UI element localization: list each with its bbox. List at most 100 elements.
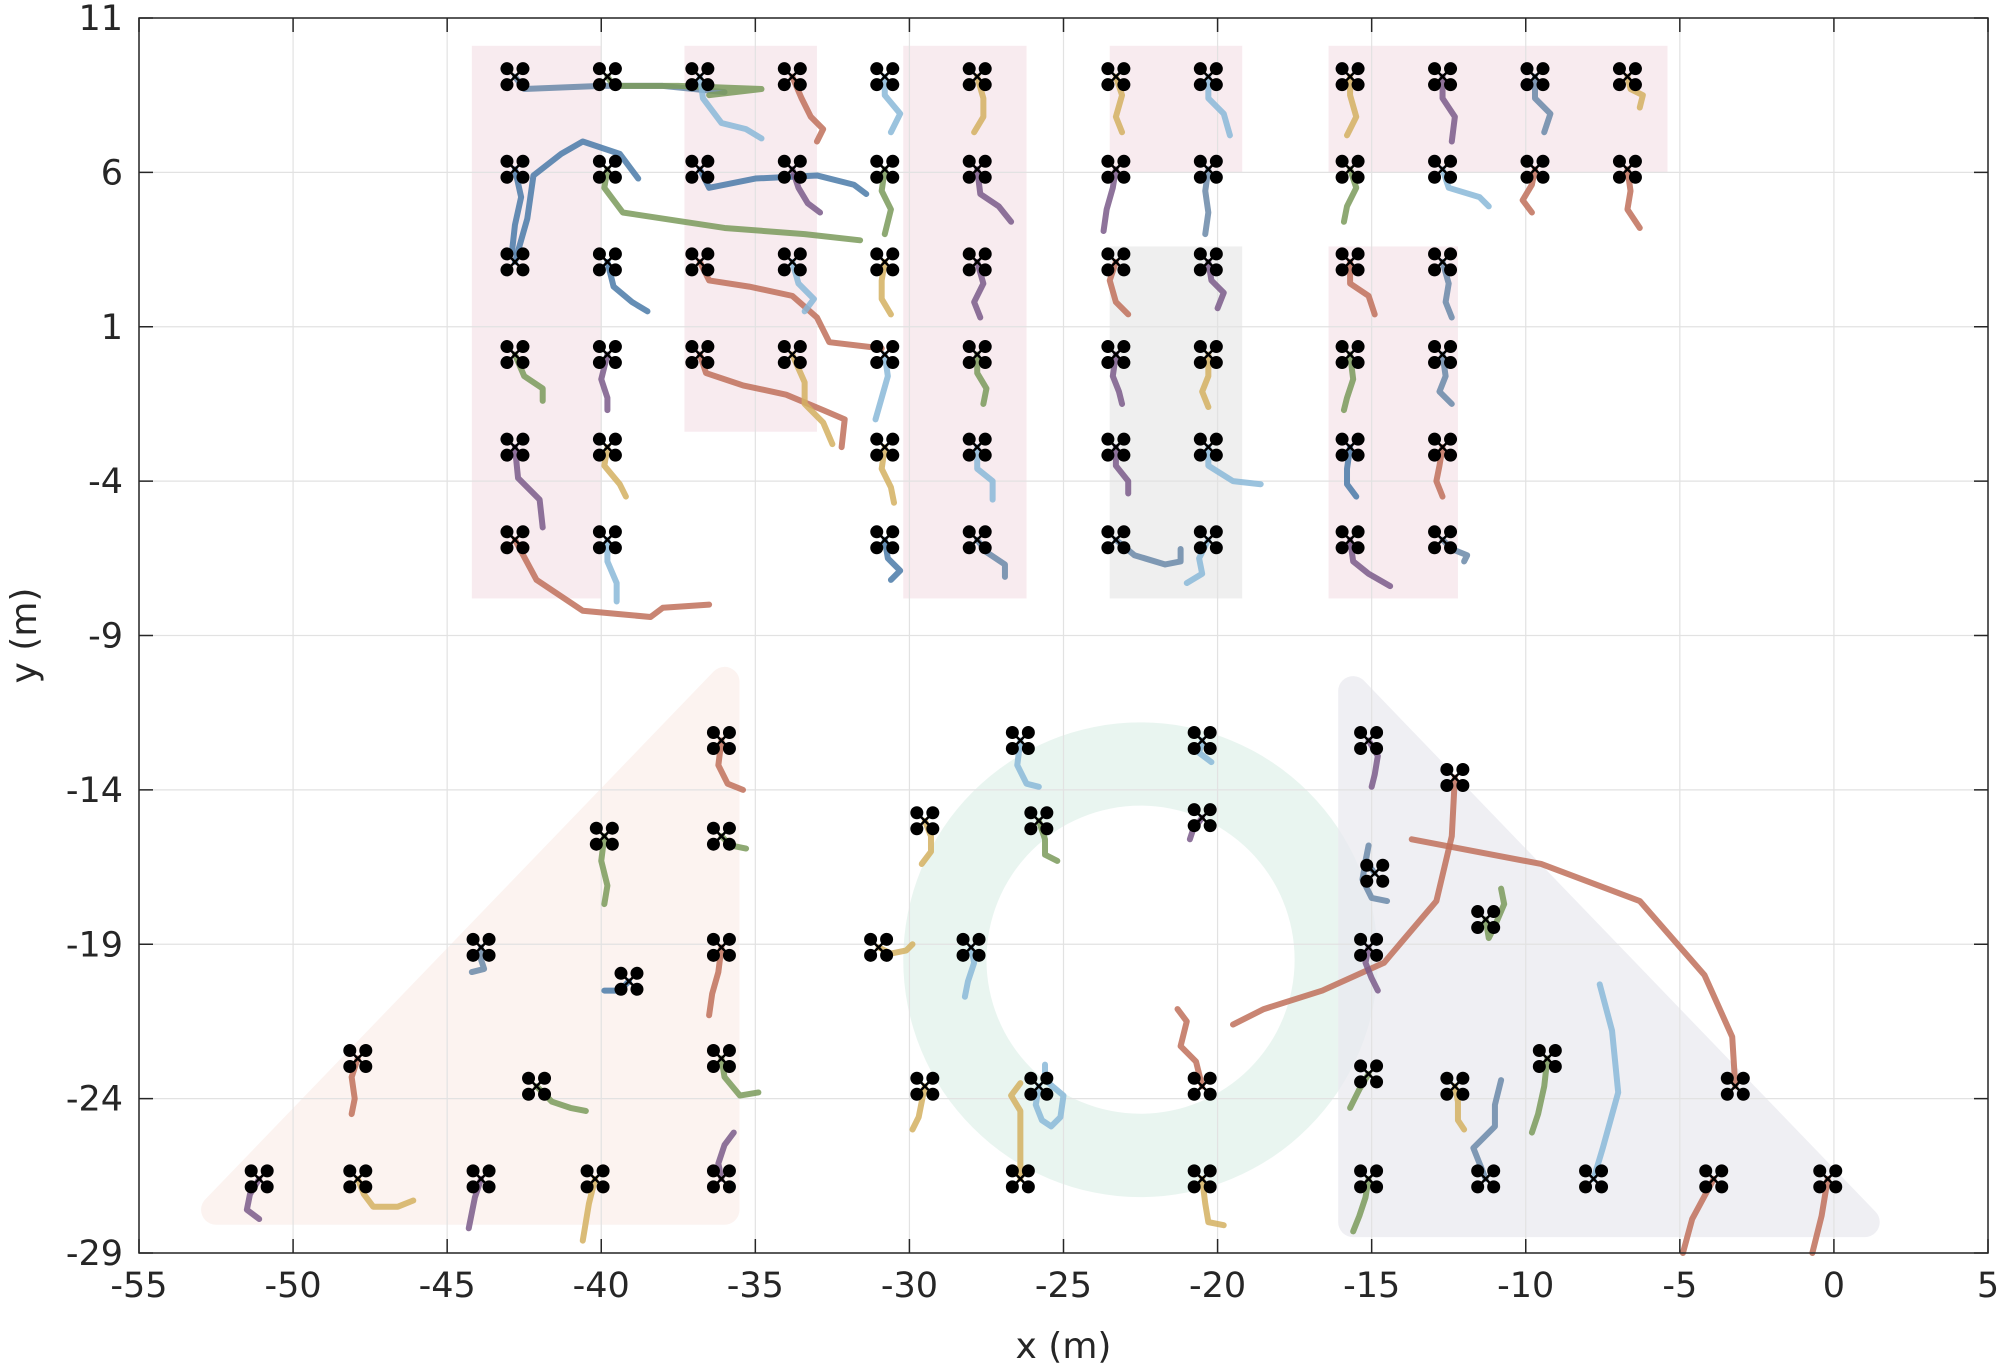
ticks: -55 -50 -45 -40 -35 -30 -25 -20 -15 -10 -5 0 5-29-24…	[66, 0, 1999, 1306]
quadrotor-icon	[589, 821, 619, 851]
quadrotor-icon	[870, 247, 900, 277]
quadrotor-icon	[1335, 432, 1365, 462]
quadrotor-icon	[685, 340, 715, 370]
quadrotor-icon	[706, 932, 736, 962]
quadrotor-icon	[592, 525, 622, 555]
quadrotor-icon	[1101, 247, 1131, 277]
quadrotor-icon	[1101, 525, 1131, 555]
trajectory-line	[706, 944, 725, 1019]
quadrotor-icon	[1187, 803, 1217, 833]
quadrotor-icon	[592, 340, 622, 370]
quadrotor-icon	[685, 62, 715, 92]
y-tick-label: -24	[66, 1080, 123, 1120]
quadrotor-icon	[1532, 1043, 1562, 1073]
trajectory-line	[1014, 737, 1042, 790]
background-ring	[903, 722, 1378, 1198]
quadrotor-icon	[1101, 432, 1131, 462]
trajectory-line	[1528, 1055, 1551, 1136]
y-tick-label: -29	[66, 1234, 123, 1274]
quadrotor-icon	[592, 247, 622, 277]
background-block	[903, 45, 1027, 599]
background-shapes	[201, 45, 1880, 1238]
quadrotor-icon	[956, 932, 986, 962]
trajectory-line	[1347, 536, 1394, 590]
quadrotor-icon	[1354, 1059, 1384, 1089]
quadrotor-icon	[1612, 154, 1642, 184]
quadrotor-icon	[500, 525, 530, 555]
quadrotor-icon	[1813, 1164, 1843, 1194]
trajectory-line	[718, 1055, 762, 1099]
trajectory-line	[1199, 351, 1212, 411]
trajectory-line	[468, 944, 488, 976]
quadrotor-icon	[500, 432, 530, 462]
trajectory-line	[1436, 351, 1455, 407]
trajectory-line	[1590, 981, 1622, 1182]
quadrotor-icon	[500, 340, 530, 370]
quadrotor-icon	[522, 1071, 552, 1101]
quadrotor-icon	[870, 525, 900, 555]
quadrotor-icon	[706, 725, 736, 755]
x-tick-label: -25	[1035, 1266, 1092, 1306]
trajectory-line	[1340, 351, 1357, 414]
quadrotor-icon	[864, 932, 894, 962]
quadrotor-icon	[466, 932, 496, 962]
quadrotor-icon	[1101, 62, 1131, 92]
quadrotor-icon	[1428, 247, 1458, 277]
quadrotor-icon	[1193, 154, 1223, 184]
trajectory-line	[604, 258, 651, 315]
trajectory-line	[1008, 1080, 1024, 1182]
quadrotor-icon	[706, 821, 736, 851]
trajectory-line	[508, 166, 525, 256]
x-tick-label: -40	[573, 1266, 630, 1306]
trajectory-line	[878, 166, 894, 238]
trajectory-line	[1470, 1077, 1505, 1182]
quadrotor-icon	[500, 154, 530, 184]
trajectory-line	[598, 833, 611, 908]
quadrotor-icon	[962, 432, 992, 462]
quadrotor-icon	[870, 340, 900, 370]
quadrotor-icon	[1335, 525, 1365, 555]
quadrotor-icon	[685, 154, 715, 184]
quadrotor-icon	[1428, 432, 1458, 462]
x-tick-label: -20	[1189, 1266, 1246, 1306]
quadrotor-icon	[500, 247, 530, 277]
trajectory-line	[1199, 1175, 1227, 1229]
quadrotor-icon	[592, 432, 622, 462]
trajectory-line	[1439, 73, 1458, 145]
x-tick-label: 5	[1977, 1266, 1999, 1306]
quadrotor-icon	[1354, 725, 1384, 755]
trajectory-line	[1350, 1175, 1372, 1235]
trajectory-line	[1408, 836, 1739, 1090]
trajectory-line	[1174, 1006, 1206, 1090]
trajectory-line	[1344, 444, 1360, 500]
trajectory-line	[1109, 351, 1126, 407]
quadrotor-icon	[1193, 247, 1223, 277]
quadrotor-icon	[1024, 1071, 1054, 1101]
quadrotor-icon	[592, 154, 622, 184]
quadrotor-icon	[1193, 525, 1223, 555]
quadrotor-icon	[910, 1071, 940, 1101]
quadrotor-icon	[1354, 932, 1384, 962]
quadrotor-icon	[244, 1164, 274, 1194]
quadrotor-icon	[1428, 525, 1458, 555]
background-triangle	[1338, 676, 1880, 1238]
trajectory-line	[1202, 166, 1212, 238]
quadrotor-icon	[1193, 340, 1223, 370]
trajectory-line	[974, 166, 1015, 225]
trajectory-line	[604, 536, 620, 605]
quadrotor-icon	[1520, 62, 1550, 92]
x-tick-label: -5	[1662, 1266, 1697, 1306]
trajectory-line	[1624, 73, 1646, 111]
trajectory-line	[579, 1175, 599, 1244]
quadrotor-icon	[1101, 340, 1131, 370]
trajectory-line	[1196, 737, 1215, 766]
quadrotor-icon	[1335, 247, 1365, 277]
trajectory-line	[872, 351, 891, 423]
trajectory-line	[1624, 166, 1643, 231]
quadrotor-icon	[1101, 154, 1131, 184]
trajectory-line	[878, 444, 898, 506]
trajectory-line	[511, 536, 713, 620]
trajectory-line	[1344, 73, 1360, 139]
y-tick-label: 6	[101, 153, 123, 193]
trajectory-line	[789, 73, 827, 145]
